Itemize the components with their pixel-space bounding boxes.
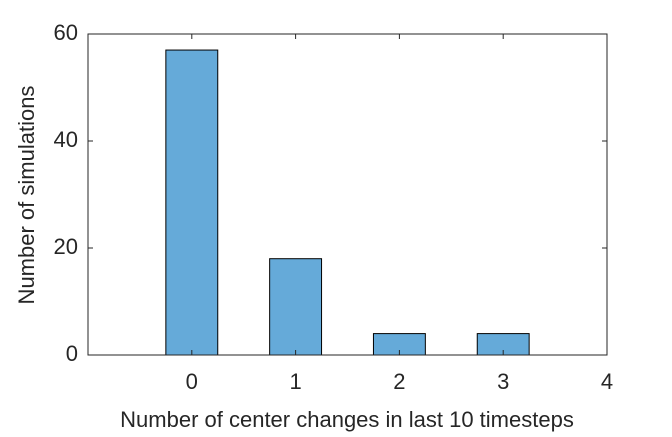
y-tick-label: 0	[66, 341, 78, 366]
y-tick-label: 60	[54, 20, 78, 45]
x-tick-label: 2	[393, 369, 405, 394]
x-tick-label: 3	[497, 369, 509, 394]
x-axis-label: Number of center changes in last 10 time…	[120, 407, 574, 432]
y-axis-label: Number of simulations	[14, 86, 39, 305]
bar	[165, 49, 219, 356]
x-tick-label: 1	[289, 369, 301, 394]
bar	[269, 258, 323, 356]
y-tick-label: 20	[54, 234, 78, 259]
x-tick-label: 4	[601, 369, 613, 394]
x-tick-label: 0	[186, 369, 198, 394]
y-tick-label: 40	[54, 127, 78, 152]
plot-box	[87, 33, 608, 356]
